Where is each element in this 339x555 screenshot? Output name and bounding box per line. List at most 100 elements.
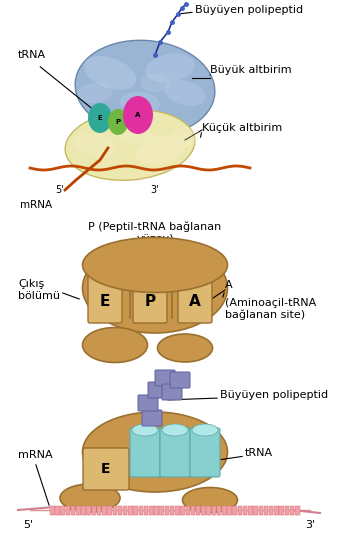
Text: P: P — [144, 295, 156, 310]
Ellipse shape — [84, 56, 136, 90]
Text: P: P — [116, 119, 121, 125]
Bar — [66, 506, 70, 515]
Text: A: A — [135, 112, 141, 118]
Bar — [222, 506, 226, 515]
Bar — [81, 506, 86, 515]
Bar — [264, 506, 268, 515]
Bar — [159, 506, 164, 515]
Bar — [243, 506, 247, 515]
Ellipse shape — [162, 424, 188, 436]
Bar — [86, 506, 91, 515]
Bar — [290, 506, 294, 515]
Bar — [170, 506, 174, 515]
Bar — [144, 506, 148, 515]
Bar — [113, 506, 117, 515]
Text: E: E — [101, 462, 111, 476]
FancyBboxPatch shape — [138, 395, 158, 411]
Bar — [139, 506, 143, 515]
Bar — [238, 506, 242, 515]
FancyBboxPatch shape — [190, 428, 220, 477]
FancyBboxPatch shape — [130, 428, 160, 477]
FancyBboxPatch shape — [170, 372, 190, 388]
Text: Küçük altbirim: Küçük altbirim — [202, 123, 282, 133]
Text: (Aminoaçil-tRNA
bağlanan site): (Aminoaçil-tRNA bağlanan site) — [225, 298, 316, 320]
FancyBboxPatch shape — [88, 264, 122, 323]
Bar — [149, 506, 154, 515]
Ellipse shape — [132, 424, 158, 436]
Text: tRNA: tRNA — [18, 50, 46, 60]
Ellipse shape — [120, 92, 160, 114]
Ellipse shape — [123, 96, 153, 134]
Ellipse shape — [60, 484, 120, 512]
Bar — [154, 506, 159, 515]
Bar — [50, 506, 55, 515]
Text: 5': 5' — [56, 185, 64, 195]
Bar — [269, 506, 274, 515]
Ellipse shape — [118, 126, 153, 144]
Text: P (Peptil-tRNA bağlanan
yüzey): P (Peptil-tRNA bağlanan yüzey) — [88, 222, 222, 244]
Bar — [191, 506, 195, 515]
Bar — [180, 506, 185, 515]
Bar — [279, 506, 284, 515]
Bar — [123, 506, 127, 515]
Ellipse shape — [145, 53, 195, 83]
Text: 3': 3' — [305, 520, 315, 530]
Ellipse shape — [164, 80, 205, 106]
Bar — [185, 506, 190, 515]
Bar — [134, 506, 138, 515]
Bar — [274, 506, 279, 515]
Bar — [259, 506, 263, 515]
Text: A: A — [225, 280, 233, 290]
Text: tRNA: tRNA — [245, 448, 273, 458]
Ellipse shape — [82, 412, 227, 492]
Text: A: A — [189, 295, 201, 310]
Bar — [55, 506, 60, 515]
Bar — [102, 506, 107, 515]
Text: Büyüyen polipeptid: Büyüyen polipeptid — [220, 390, 328, 400]
Bar — [248, 506, 253, 515]
Ellipse shape — [74, 134, 116, 157]
Ellipse shape — [182, 487, 238, 512]
Text: mRNA: mRNA — [20, 200, 52, 210]
Bar — [253, 506, 258, 515]
Ellipse shape — [78, 83, 113, 103]
Bar — [97, 506, 101, 515]
Bar — [233, 506, 237, 515]
Bar — [196, 506, 200, 515]
Bar — [60, 506, 65, 515]
Bar — [175, 506, 180, 515]
Text: E: E — [98, 115, 102, 121]
FancyBboxPatch shape — [178, 264, 212, 323]
Ellipse shape — [170, 127, 200, 147]
FancyBboxPatch shape — [133, 264, 167, 323]
Text: Büyük altbirim: Büyük altbirim — [210, 65, 292, 75]
FancyBboxPatch shape — [83, 448, 129, 490]
Bar — [71, 506, 75, 515]
Text: Çıkış
bölümü: Çıkış bölümü — [18, 279, 60, 301]
Ellipse shape — [65, 110, 195, 180]
FancyBboxPatch shape — [162, 384, 182, 400]
Ellipse shape — [88, 103, 112, 133]
Bar — [107, 506, 112, 515]
Text: Büyüyen polipeptid: Büyüyen polipeptid — [195, 5, 303, 15]
Text: E: E — [100, 295, 110, 310]
FancyBboxPatch shape — [148, 382, 168, 398]
Bar — [227, 506, 232, 515]
Ellipse shape — [82, 327, 147, 362]
Text: 5': 5' — [23, 520, 33, 530]
FancyBboxPatch shape — [155, 370, 175, 386]
Ellipse shape — [82, 238, 227, 292]
Bar — [92, 506, 96, 515]
Bar — [212, 506, 216, 515]
Ellipse shape — [192, 424, 218, 436]
Bar — [165, 506, 169, 515]
Ellipse shape — [82, 243, 227, 333]
Bar — [128, 506, 133, 515]
Bar — [284, 506, 289, 515]
Bar — [295, 506, 299, 515]
Bar — [201, 506, 206, 515]
Text: mRNA: mRNA — [18, 450, 53, 460]
Bar — [206, 506, 211, 515]
Ellipse shape — [140, 74, 170, 92]
Bar — [76, 506, 81, 515]
